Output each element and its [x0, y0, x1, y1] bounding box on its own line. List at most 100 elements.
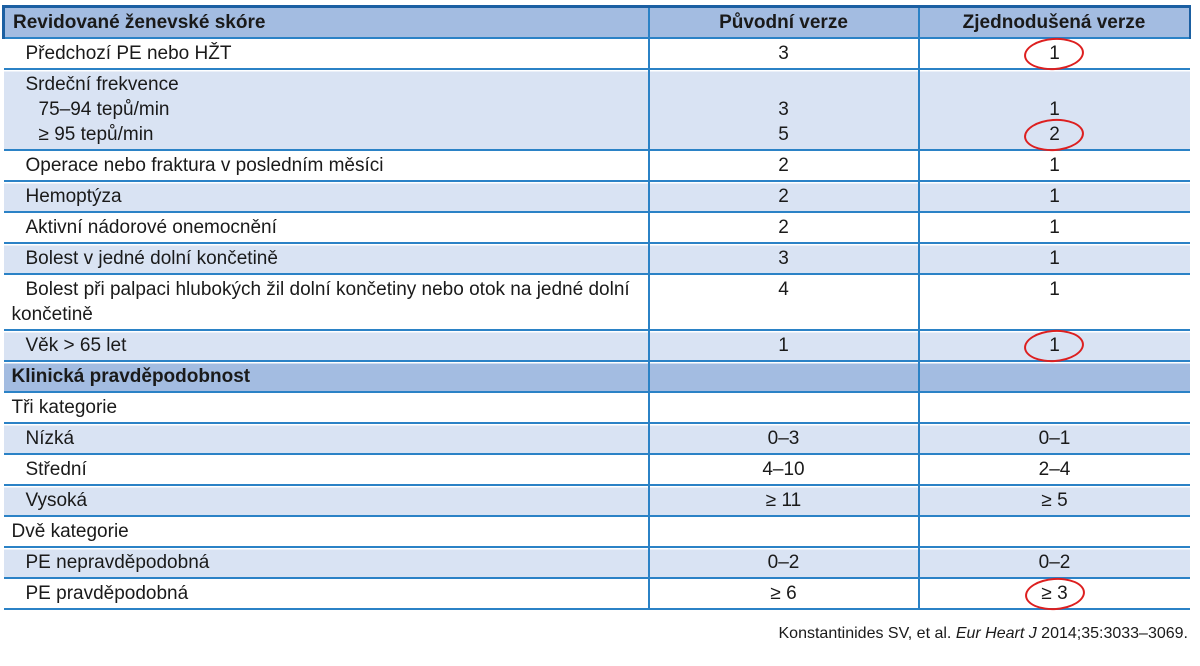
score-text: 1	[1049, 217, 1060, 238]
score-text: 0–2	[767, 552, 800, 573]
criterion-label: Klinická pravděpodobnost	[12, 364, 640, 389]
criterion-text: Předchozí PE nebo HŽT	[25, 43, 232, 64]
table-header-simplified-version: Zjednodušená verze	[917, 5, 1191, 38]
score-text: 2	[778, 217, 789, 238]
original-score-cell: 4	[647, 273, 919, 330]
score-value: 2	[928, 116, 1182, 153]
criterion-label: Dvě kategorie	[12, 519, 640, 544]
original-score-cell: ≥ 11	[647, 484, 919, 516]
criterion-cell: Aktivní nádorové onemocnění	[3, 211, 649, 243]
score-value: 4–10	[658, 457, 910, 482]
score-value: 2–4	[928, 457, 1182, 482]
table-row: Aktivní nádorové onemocnění 2 1	[3, 211, 1190, 243]
original-score-cell	[647, 515, 919, 547]
score-text: ≥ 6	[770, 583, 797, 604]
criterion-text: Střední	[25, 459, 87, 480]
score-value: 0–2	[658, 550, 910, 575]
score-text: 4	[778, 279, 789, 300]
criterion-cell: Nízká	[3, 422, 649, 454]
criterion-text: PE pravděpodobná	[25, 583, 189, 604]
citation-journal: Eur Heart J	[955, 625, 1037, 642]
simplified-score-cell: 1	[917, 149, 1190, 181]
criterion-label: Nízká	[12, 426, 640, 451]
criterion-label: PE nepravděpodobná	[12, 550, 640, 575]
score-value	[928, 72, 1182, 97]
criterion-text: PE nepravděpodobná	[25, 552, 210, 573]
table-header-criteria: Revidované ženevské skóre	[2, 5, 649, 38]
score-value: 1	[928, 327, 1182, 364]
score-text: 0–1	[1038, 428, 1071, 449]
geneva-score-table: Revidované ženevské skóre Původní verze …	[2, 5, 1191, 612]
score-value	[928, 364, 1182, 389]
criterion-label: Vysoká	[12, 488, 640, 513]
criterion-text: Aktivní nádorové onemocnění	[25, 217, 277, 238]
score-text: 1	[1049, 99, 1060, 120]
citation-authors: Konstantinides SV, et al.	[778, 625, 956, 642]
criterion-text: Klinická pravděpodobnost	[11, 366, 251, 387]
criterion-label: PE pravděpodobná	[12, 581, 640, 606]
criterion-text: Hemoptýza	[25, 186, 122, 207]
score-value: ≥ 5	[928, 488, 1182, 513]
simplified-score-cell: 2–4	[917, 453, 1190, 485]
original-score-cell	[647, 360, 919, 392]
score-value	[658, 364, 910, 389]
table-row: Dvě kategorie	[3, 515, 1190, 547]
score-text: 5	[778, 124, 789, 145]
table-row: Vysoká ≥ 11 ≥ 5	[3, 484, 1190, 516]
red-circle-annotation	[1023, 327, 1086, 364]
original-score-cell: 2	[647, 180, 919, 212]
criterion-cell: PE pravděpodobná	[3, 577, 649, 610]
criterion-text: Věk > 65 let	[25, 335, 127, 356]
simplified-score-cell: ≥ 3	[917, 575, 1190, 612]
score-text: 1	[1049, 155, 1060, 176]
score-value: 3	[658, 246, 910, 271]
table-row: Střední 4–10 2–4	[3, 453, 1190, 485]
criterion-label: Aktivní nádorové onemocnění	[12, 215, 640, 240]
score-value: 1	[928, 277, 1182, 302]
score-value: 1	[928, 97, 1182, 122]
score-text: 0–3	[767, 428, 800, 449]
score-text: 4–10	[762, 459, 805, 480]
score-value: 4	[658, 277, 910, 302]
criterion-cell: Srdeční frekvence 75–94 tepů/min ≥ 95 tepů…	[3, 68, 649, 150]
score-value: 2	[658, 215, 910, 240]
criterion-text: Operace nebo fraktura v posledním měsíci	[25, 155, 384, 176]
criterion-text: Vysoká	[25, 490, 88, 511]
simplified-score-cell: 1	[917, 242, 1190, 274]
simplified-score-cell: ≥ 5	[917, 484, 1190, 516]
original-score-cell: 3	[647, 37, 919, 69]
score-text: 3	[778, 99, 789, 120]
table-row: PE nepravděpodobná 0–2 0–2	[3, 546, 1190, 578]
score-text: 3	[778, 43, 789, 64]
original-score-cell: 2	[647, 211, 919, 243]
table-row: Srdeční frekvence 75–94 tepů/min ≥ 95 tepů…	[3, 68, 1190, 153]
criterion-label: ≥ 95 tepů/min	[12, 122, 640, 147]
simplified-score-cell	[917, 391, 1190, 423]
original-score-cell: 3	[647, 242, 919, 274]
criterion-cell: Hemoptýza	[3, 180, 649, 212]
criterion-cell: Bolest při palpaci hlubokých žil dolní k…	[3, 273, 649, 330]
original-score-cell	[647, 391, 919, 423]
citation: Konstantinides SV, et al. Eur Heart J 20…	[779, 625, 1189, 643]
criterion-label: Předchozí PE nebo HŽT	[12, 41, 640, 66]
score-value: 1	[928, 153, 1182, 178]
original-score-cell: 0–2	[647, 546, 919, 578]
score-text: 2–4	[1038, 459, 1071, 480]
original-score-cell: 0–3	[647, 422, 919, 454]
score-text: ≥ 3	[1023, 575, 1086, 612]
criterion-text: Srdeční frekvence	[25, 74, 179, 95]
criterion-label: Tři kategorie	[12, 395, 640, 420]
criterion-text: 75–94 tepů/min	[38, 99, 170, 120]
score-value: 3	[658, 97, 910, 122]
score-value	[928, 519, 1182, 544]
criterion-text: ≥ 95 tepů/min	[38, 124, 154, 145]
table-row: Bolest při palpaci hlubokých žil dolní k…	[3, 273, 1190, 330]
criterion-cell: Věk > 65 let	[3, 329, 649, 361]
score-value: 3	[658, 41, 910, 66]
score-value: ≥ 3	[928, 575, 1182, 612]
score-value	[928, 395, 1182, 420]
simplified-score-cell: 1	[917, 211, 1190, 243]
score-text: 2	[778, 186, 789, 207]
